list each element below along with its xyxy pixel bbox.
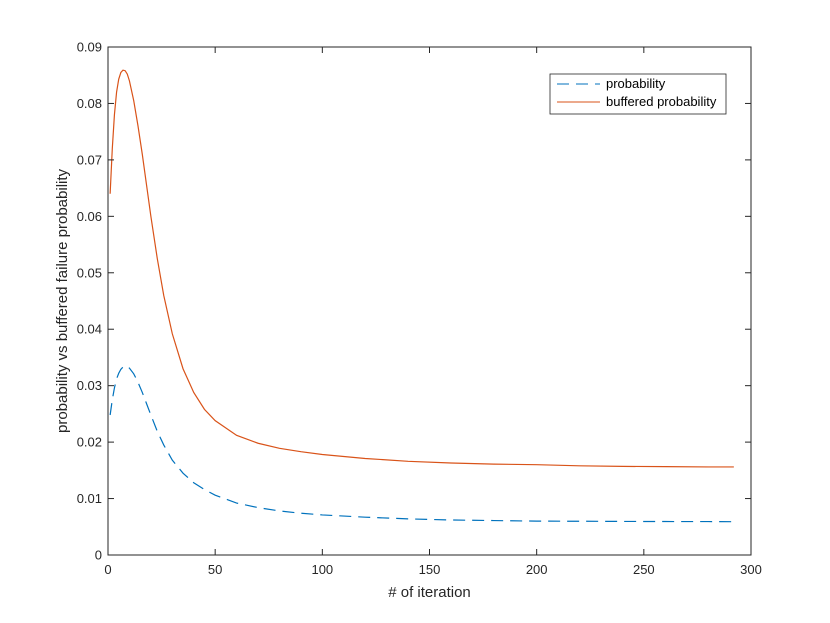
y-axis-label: probability vs buffered failure probabil…	[54, 168, 71, 433]
series-layer	[109, 69, 734, 523]
y-tick-label: 0.09	[77, 40, 102, 55]
y-tick-label: 0	[95, 548, 102, 563]
x-tick-label: 150	[419, 562, 441, 577]
plot-background	[108, 47, 751, 555]
x-tick-label: 50	[208, 562, 222, 577]
x-tick-label: 200	[526, 562, 548, 577]
x-axis-label: # of iteration	[388, 584, 471, 601]
legend-box	[549, 73, 727, 115]
legend: probability buffered probability	[549, 73, 727, 115]
x-tick-label: 0	[104, 562, 111, 577]
y-tick-label: 0.03	[77, 378, 102, 393]
legend-label-probability: probability	[606, 76, 666, 91]
ticks-layer: 0 50 100 150 200 250 300 0 0.01 0.02 0.03 0.04 0.05 0…	[77, 40, 762, 578]
series-line-buffered-probability	[109, 69, 734, 468]
y-tick-label: 0.02	[77, 435, 102, 450]
y-tick-label: 0.04	[77, 322, 102, 337]
series-line-probability	[109, 365, 734, 523]
y-tick-label: 0.05	[77, 265, 102, 280]
y-tick-label: 0.06	[77, 209, 102, 224]
x-tick-label: 100	[311, 562, 333, 577]
y-tick-label: 0.08	[77, 96, 102, 111]
x-tick-label: 300	[740, 562, 762, 577]
y-tick-label: 0.07	[77, 152, 102, 167]
x-tick-label: 250	[633, 562, 655, 577]
y-tick-label: 0.01	[77, 491, 102, 506]
legend-label-buffered-probability: buffered probability	[606, 94, 717, 109]
